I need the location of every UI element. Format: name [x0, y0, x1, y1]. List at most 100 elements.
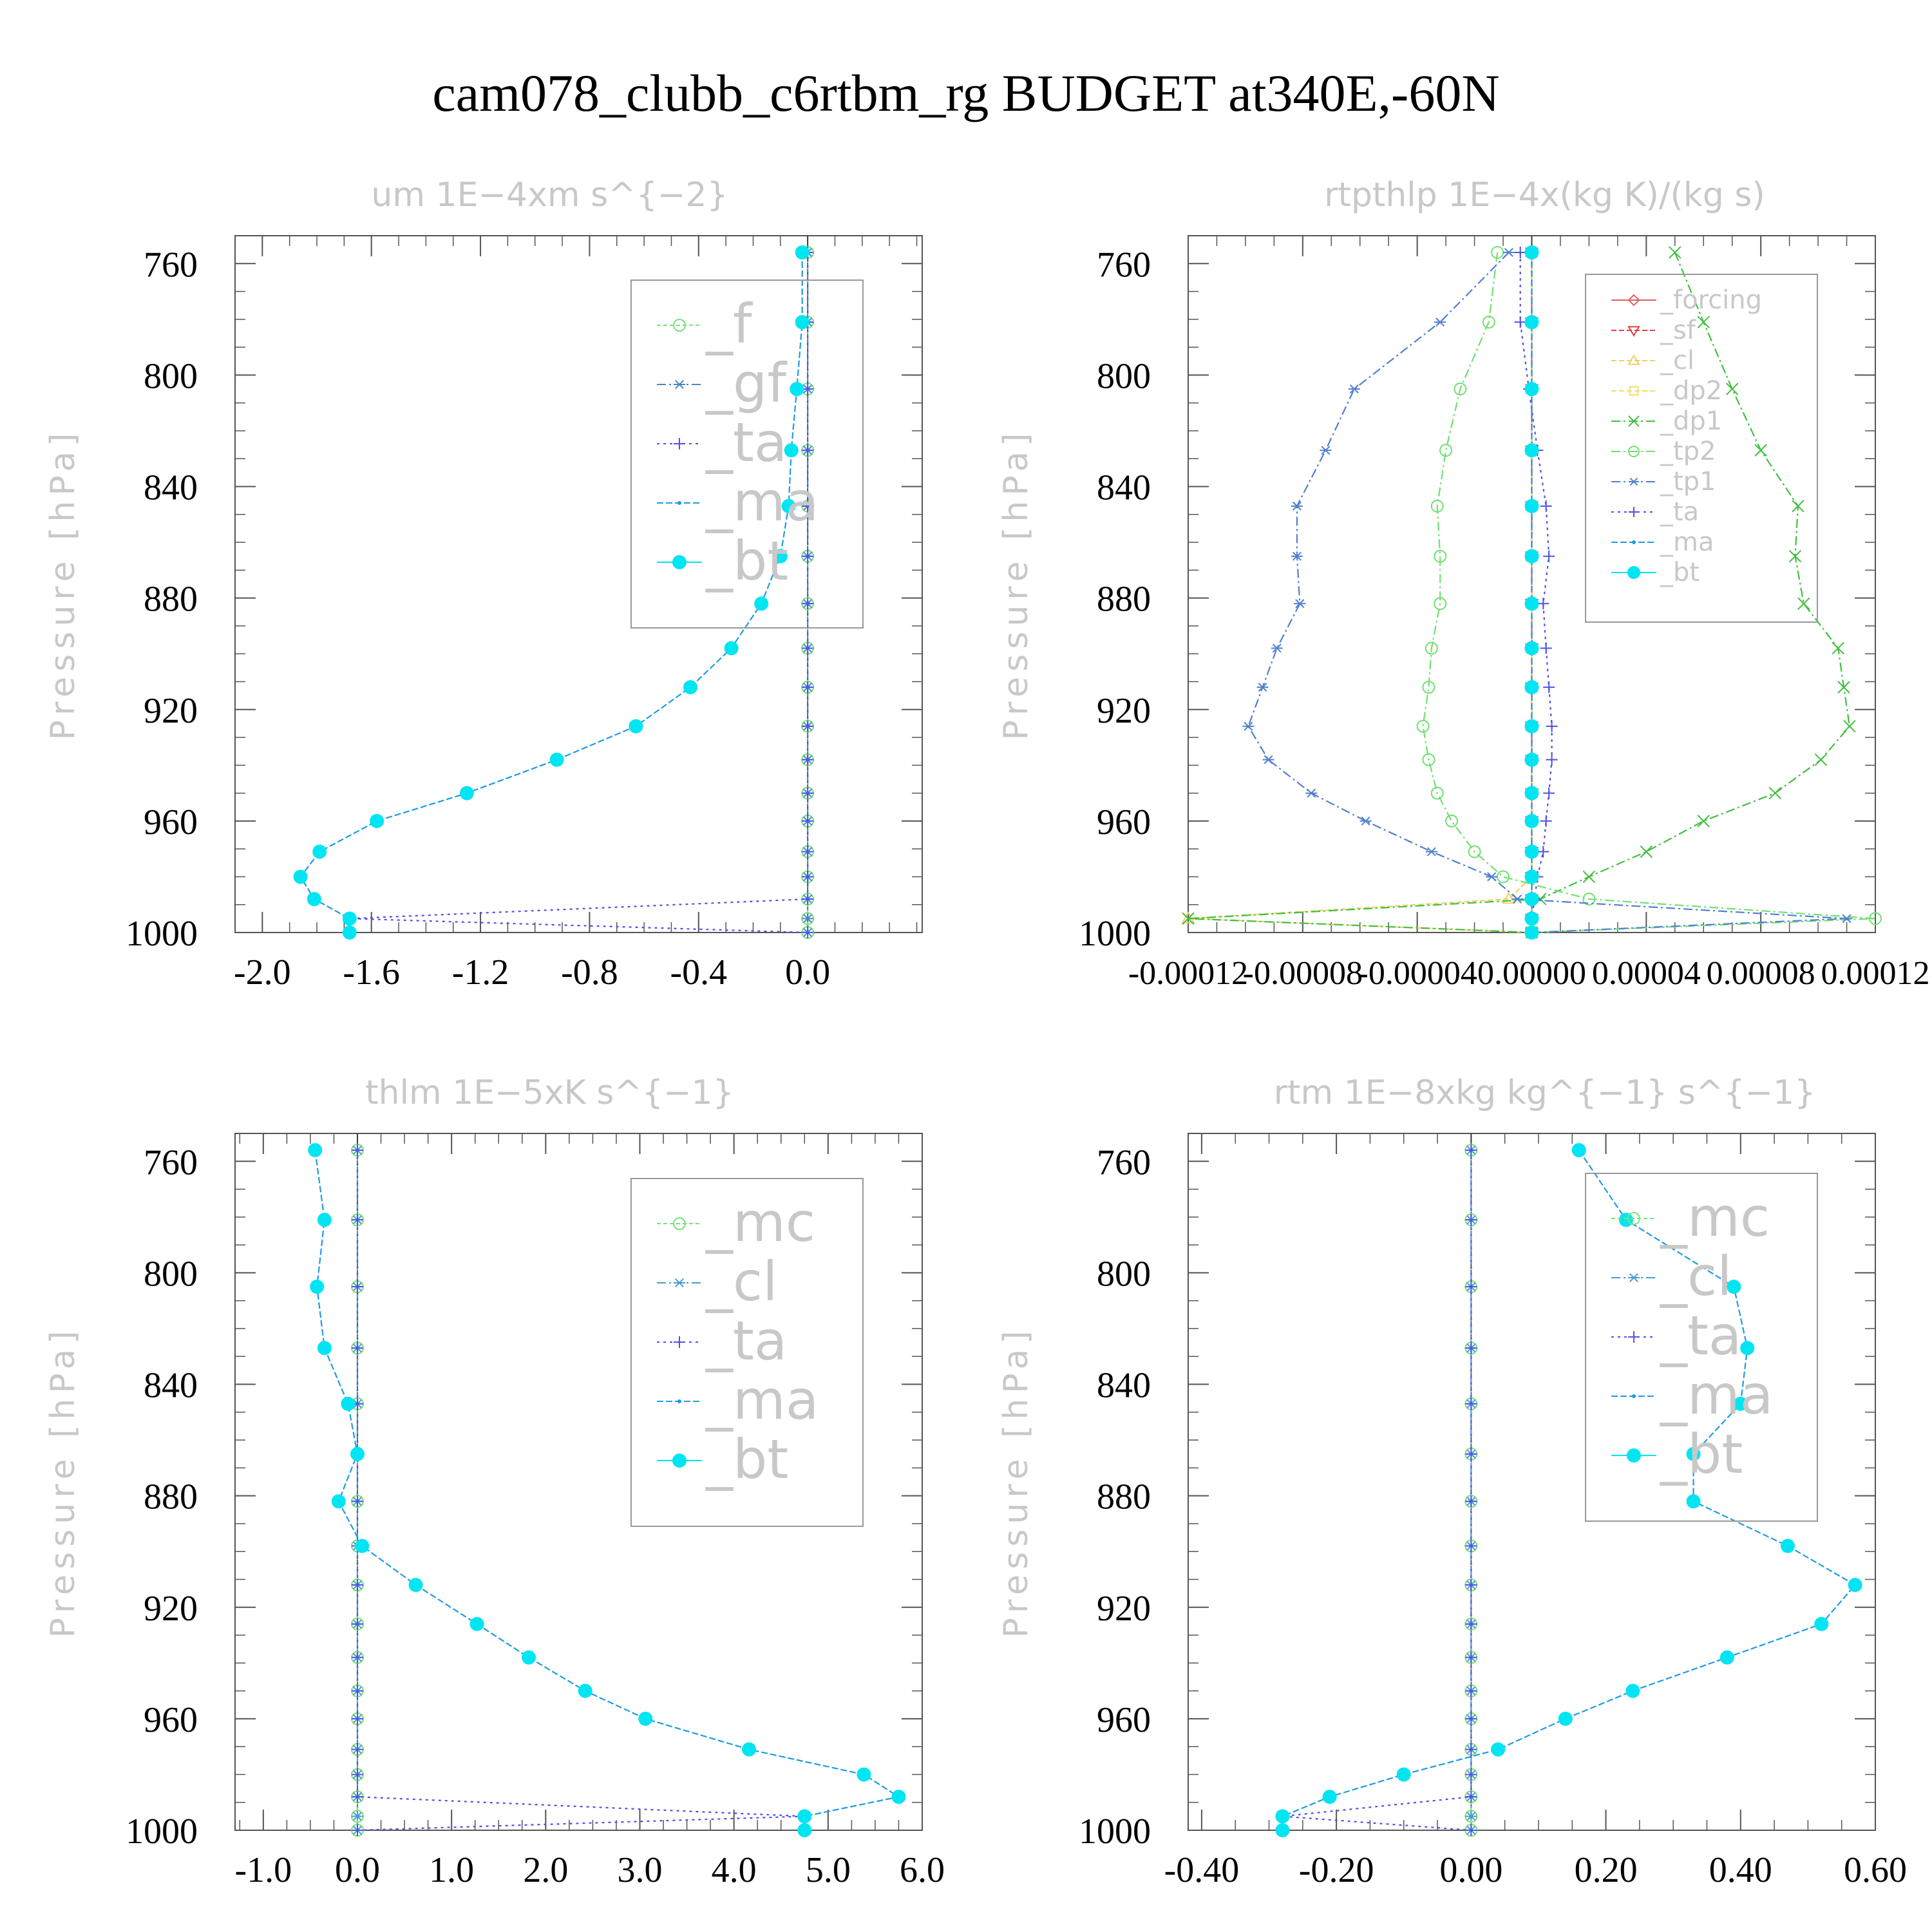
data-point: [1434, 317, 1446, 327]
data-point: [549, 752, 564, 767]
data-point: [1537, 846, 1549, 858]
y-tick-label: 1000: [126, 914, 198, 954]
data-point: [1465, 1214, 1477, 1226]
data-point: [1524, 719, 1539, 734]
data-point: [638, 1711, 653, 1726]
data-point: [1454, 383, 1467, 396]
legend-box: [1585, 274, 1818, 623]
data-point: [1524, 786, 1539, 800]
data-point: [1416, 719, 1430, 733]
legend-label: _ma: [705, 1368, 819, 1432]
x-tick-label: -0.8: [561, 952, 618, 992]
series-line: [1519, 252, 1553, 933]
data-point: [1497, 870, 1510, 884]
legend: _f_gf_ta_ma_bt: [630, 279, 864, 629]
data-point: [802, 500, 814, 512]
data-point: [1465, 1685, 1477, 1697]
data-point: [1465, 1812, 1477, 1821]
legend: _mc_cl_ta_ma_bt: [1585, 1173, 1818, 1522]
legend-swatch-marker: [1627, 354, 1640, 365]
data-point: [317, 1341, 332, 1356]
data-point: [1697, 316, 1710, 328]
y-axis-label: Pressure [hPa]: [997, 428, 1036, 741]
data-point: [1465, 1791, 1477, 1803]
panel-title: thlm 1E−5xK s^{−1}: [365, 1074, 734, 1112]
legend-swatch-marker: [1632, 540, 1636, 544]
data-point: [352, 1144, 364, 1156]
legend-label: _forcing: [1660, 285, 1762, 315]
x-tick-label: 4.0: [712, 1850, 757, 1890]
data-point: [352, 1281, 364, 1293]
legend-label: _f: [705, 292, 753, 355]
data-point: [797, 1809, 812, 1824]
data-point: [1465, 1144, 1477, 1156]
data-point: [802, 914, 814, 923]
legend-box: [630, 279, 864, 629]
data-point: [1837, 681, 1850, 694]
panel-thlm: thlm 1E−5xK s^{−1} Pressure [hPa] 760 800 84…: [44, 1074, 945, 1890]
data-point: [350, 1446, 365, 1461]
y-tick-label: 1000: [1079, 1812, 1151, 1852]
data-point: [370, 813, 384, 828]
y-tick-label: 760: [144, 1142, 198, 1182]
legend: _forcing_sf_cl_dp2_dp1_tp2_tp1_ta_ma_bt: [1585, 274, 1818, 623]
data-point: [293, 869, 308, 884]
y-tick-label: 1000: [126, 1812, 198, 1852]
x-tick-label: -0.00004: [1358, 955, 1477, 992]
data-point: [1618, 1213, 1633, 1227]
data-point: [1686, 1446, 1701, 1461]
x-tick-label: 6.0: [900, 1850, 945, 1890]
data-point: [1558, 1711, 1573, 1726]
series-ta: [1514, 246, 1558, 938]
data-point: [1491, 1742, 1506, 1757]
data-point: [1524, 752, 1539, 767]
x-tick-label: -0.4: [670, 952, 727, 992]
legend: _mc_cl_ta_ma_bt: [630, 1178, 864, 1527]
data-point: [352, 1768, 364, 1781]
legend-swatch-marker: [674, 438, 685, 450]
data-point: [1754, 444, 1767, 457]
x-tick-label: 3.0: [618, 1850, 663, 1890]
data-point: [1537, 598, 1549, 610]
data-point: [1465, 1397, 1477, 1410]
legend-label: _ta: [705, 411, 787, 474]
legend-label: _cl: [705, 1250, 778, 1313]
data-point: [1256, 683, 1269, 692]
data-point: [1434, 549, 1447, 563]
data-point: [1502, 892, 1516, 904]
y-tick-label: 840: [144, 1366, 198, 1406]
series-line: [1188, 252, 1533, 934]
y-tick-label: 920: [144, 1589, 198, 1629]
legend-swatch-marker: [1629, 507, 1639, 517]
data-point: [352, 1824, 364, 1836]
x-tick-label: 0.0: [335, 1850, 380, 1890]
data-point: [1582, 893, 1596, 906]
data-point: [342, 925, 357, 940]
data-point: [1524, 844, 1539, 859]
y-tick-label: 800: [144, 356, 198, 396]
data-point: [1291, 551, 1303, 561]
data-point: [1524, 641, 1539, 656]
y-tick-label: 800: [1097, 1254, 1151, 1294]
data-point: [1524, 596, 1539, 611]
legend-label: _ma: [1660, 527, 1714, 557]
data-point: [1814, 753, 1828, 766]
data-point: [1502, 247, 1515, 257]
legend-swatch-marker: [674, 1278, 685, 1288]
legend-swatch-marker: [672, 555, 687, 569]
data-point: [1430, 499, 1444, 513]
figure-title: cam078_clubb_c6rtbm_rg BUDGET at340E,-60…: [432, 64, 1499, 122]
legend-swatch-marker: [1627, 1212, 1640, 1225]
legend-label: _cl: [1660, 346, 1694, 375]
series-bt: [293, 245, 810, 940]
data-point: [1465, 1651, 1477, 1663]
data-point: [1814, 1616, 1829, 1631]
data-point: [1540, 642, 1552, 654]
data-point: [802, 598, 814, 610]
data-point: [352, 1618, 364, 1630]
legend-label: _ma: [705, 470, 819, 533]
data-point: [1275, 1809, 1290, 1824]
x-tick-label: -0.20: [1299, 1850, 1374, 1890]
legend-item: _ma: [657, 470, 819, 533]
data-point: [1320, 446, 1332, 455]
